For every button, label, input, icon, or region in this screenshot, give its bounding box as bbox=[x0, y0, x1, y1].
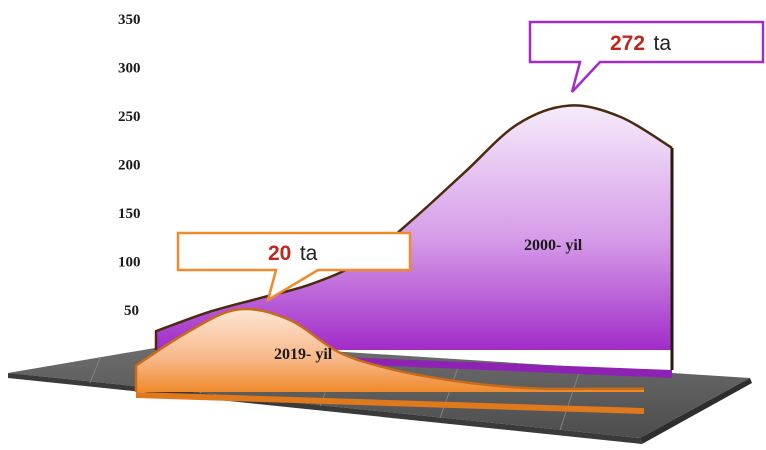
series-layer bbox=[134, 104, 674, 414]
series-top-edge bbox=[134, 307, 644, 392]
series-label-2000: 2000- yil bbox=[524, 237, 583, 254]
y-tick-label: 50 bbox=[124, 303, 139, 319]
callout-2000: 272 ta bbox=[528, 20, 765, 93]
series-base-strip bbox=[136, 392, 644, 414]
y-tick-label: 200 bbox=[118, 158, 141, 174]
y-axis-ticks: 350 300 250 200 150 100 50 bbox=[118, 12, 141, 319]
y-tick-label: 300 bbox=[118, 61, 141, 77]
callout-2019-text: 20 ta bbox=[268, 242, 318, 265]
y-tick-label: 350 bbox=[118, 12, 141, 28]
callout-2000-text: 272 ta bbox=[610, 32, 671, 55]
series-top-edge bbox=[154, 104, 673, 350]
series-area-fill bbox=[156, 105, 672, 350]
callout-2019: 20 ta bbox=[176, 231, 412, 303]
y-tick-label: 150 bbox=[118, 206, 141, 222]
series-area-fill bbox=[136, 308, 644, 392]
y-tick-label: 250 bbox=[118, 109, 141, 125]
y-tick-label: 100 bbox=[118, 255, 141, 271]
series-area-2019 bbox=[134, 307, 644, 414]
callout-2019-unit: ta bbox=[300, 242, 318, 265]
floor-plane bbox=[8, 342, 752, 444]
series-label-2019: 2019- yil bbox=[274, 346, 333, 363]
callout-2000-unit: ta bbox=[654, 32, 672, 55]
callout-2019-value: 20 bbox=[268, 242, 291, 265]
callout-2000-value: 272 bbox=[610, 32, 645, 55]
